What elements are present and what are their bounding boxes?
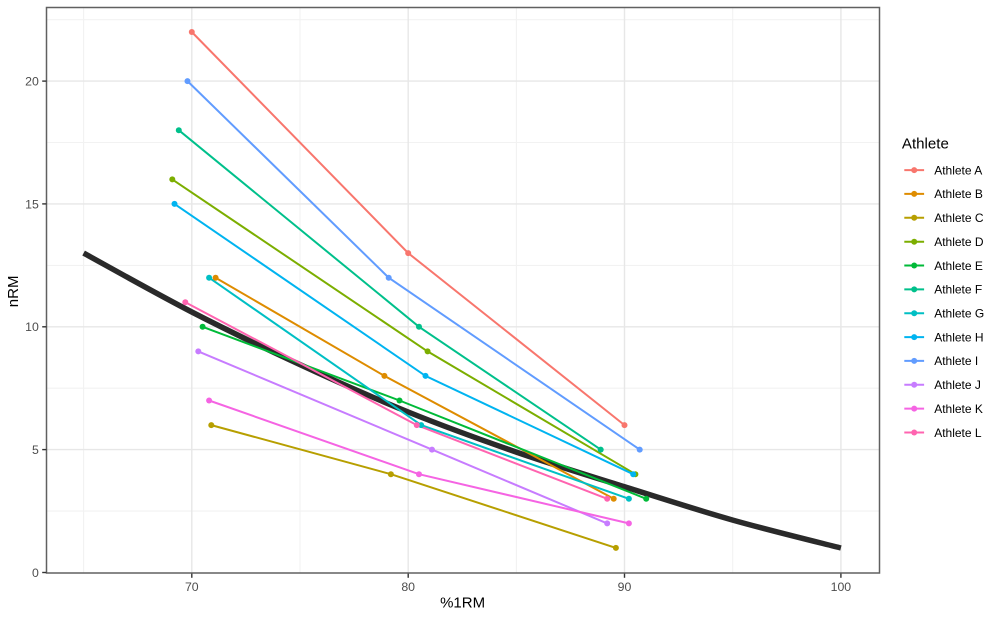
svg-text:nRM: nRM [5, 276, 22, 308]
svg-text:5: 5 [32, 443, 39, 457]
svg-text:Athlete: Athlete [902, 136, 949, 153]
svg-text:Athlete I: Athlete I [934, 354, 978, 368]
svg-text:%1RM: %1RM [440, 595, 485, 612]
svg-text:100: 100 [831, 580, 852, 594]
svg-text:Athlete J: Athlete J [934, 378, 981, 392]
svg-text:80: 80 [401, 580, 415, 594]
svg-text:Athlete E: Athlete E [934, 259, 983, 273]
svg-text:Athlete K: Athlete K [934, 402, 983, 416]
svg-text:0: 0 [32, 566, 39, 580]
svg-text:Athlete G: Athlete G [934, 307, 984, 321]
svg-text:Athlete C: Athlete C [934, 211, 984, 225]
svg-text:Athlete F: Athlete F [934, 283, 982, 297]
svg-text:10: 10 [25, 320, 39, 334]
svg-text:70: 70 [185, 580, 199, 594]
svg-text:Athlete H: Athlete H [934, 330, 983, 344]
svg-text:20: 20 [25, 75, 39, 89]
svg-text:Athlete A: Athlete A [934, 163, 982, 177]
svg-text:Athlete L: Athlete L [934, 426, 982, 440]
svg-text:90: 90 [618, 580, 632, 594]
svg-text:Athlete B: Athlete B [934, 187, 983, 201]
svg-text:15: 15 [25, 197, 39, 211]
svg-text:Athlete D: Athlete D [934, 235, 984, 249]
